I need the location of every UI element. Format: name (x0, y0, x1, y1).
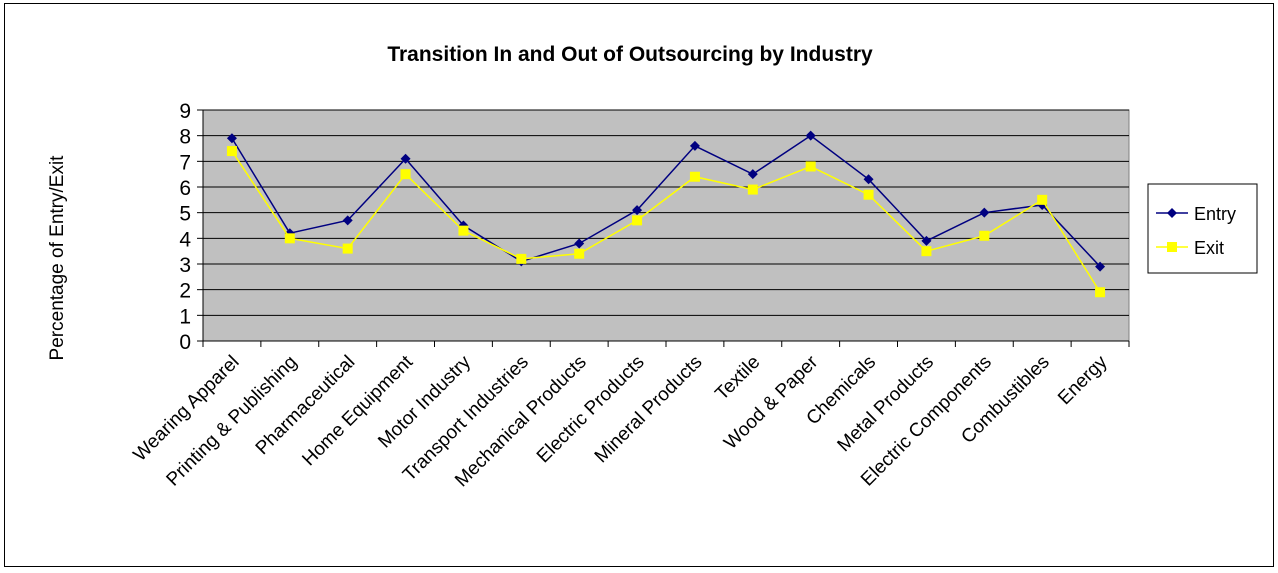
x-tick-label: Mineral Products (591, 352, 707, 468)
data-point (689, 140, 700, 151)
data-point (574, 248, 585, 259)
x-tick-label: Textile (711, 352, 764, 405)
data-point (747, 169, 758, 180)
data-point (805, 161, 816, 172)
legend-label: Entry (1194, 204, 1236, 224)
legend-label: Exit (1194, 238, 1224, 258)
y-tick-label: 9 (179, 100, 191, 123)
data-point (342, 243, 353, 254)
data-point (1095, 287, 1106, 298)
data-point (921, 235, 932, 246)
chart-frame: Transition In and Out of Outsourcing by … (4, 3, 1274, 567)
y-tick-label: 8 (179, 126, 191, 149)
data-point (574, 238, 585, 249)
data-point (689, 171, 700, 182)
data-point (1037, 194, 1048, 205)
series-exit (226, 146, 1106, 298)
data-point (1167, 208, 1177, 218)
line-chart: Transition In and Out of Outsourcing by … (47, 43, 1258, 491)
data-point (516, 253, 527, 264)
data-point (863, 174, 874, 185)
y-tick-label: 4 (179, 228, 191, 251)
y-tick-label: 5 (179, 203, 191, 226)
x-tick-label: Electric Products (533, 352, 649, 468)
x-tick-label: Energy (1054, 351, 1112, 409)
data-point (921, 246, 932, 257)
data-point (863, 189, 874, 200)
data-point (458, 225, 469, 236)
data-point (747, 184, 758, 195)
data-point (226, 146, 237, 157)
y-tick-label: 2 (179, 280, 191, 303)
data-point (226, 133, 237, 144)
y-tick-label: 1 (179, 305, 191, 328)
data-point (400, 153, 411, 164)
legend-box (1147, 183, 1258, 274)
y-tick-label: 3 (179, 254, 191, 277)
data-point (400, 169, 411, 180)
series-line (231, 150, 1101, 293)
chart-title: Transition In and Out of Outsourcing by … (387, 43, 873, 66)
data-point (632, 205, 643, 216)
y-tick-label: 0 (179, 331, 191, 354)
y-tick-label: 6 (179, 177, 191, 200)
y-tick-label: 7 (179, 151, 191, 174)
data-point (1095, 261, 1106, 272)
legend: Entry Exit (1147, 183, 1258, 274)
data-point (342, 215, 353, 226)
plot-background (202, 109, 1130, 342)
x-tick-label: Pharmaceutical (252, 352, 359, 459)
x-tick-label: Wearing Apparel (130, 352, 244, 466)
y-axis-label: Percentage of Entry/Exit (47, 155, 68, 361)
data-point (979, 230, 990, 241)
series-entry (226, 130, 1106, 272)
data-point (1167, 242, 1177, 252)
data-point (632, 215, 643, 226)
series-line (231, 134, 1101, 268)
data-point (284, 233, 295, 244)
data-point (979, 207, 990, 218)
data-point (805, 130, 816, 141)
